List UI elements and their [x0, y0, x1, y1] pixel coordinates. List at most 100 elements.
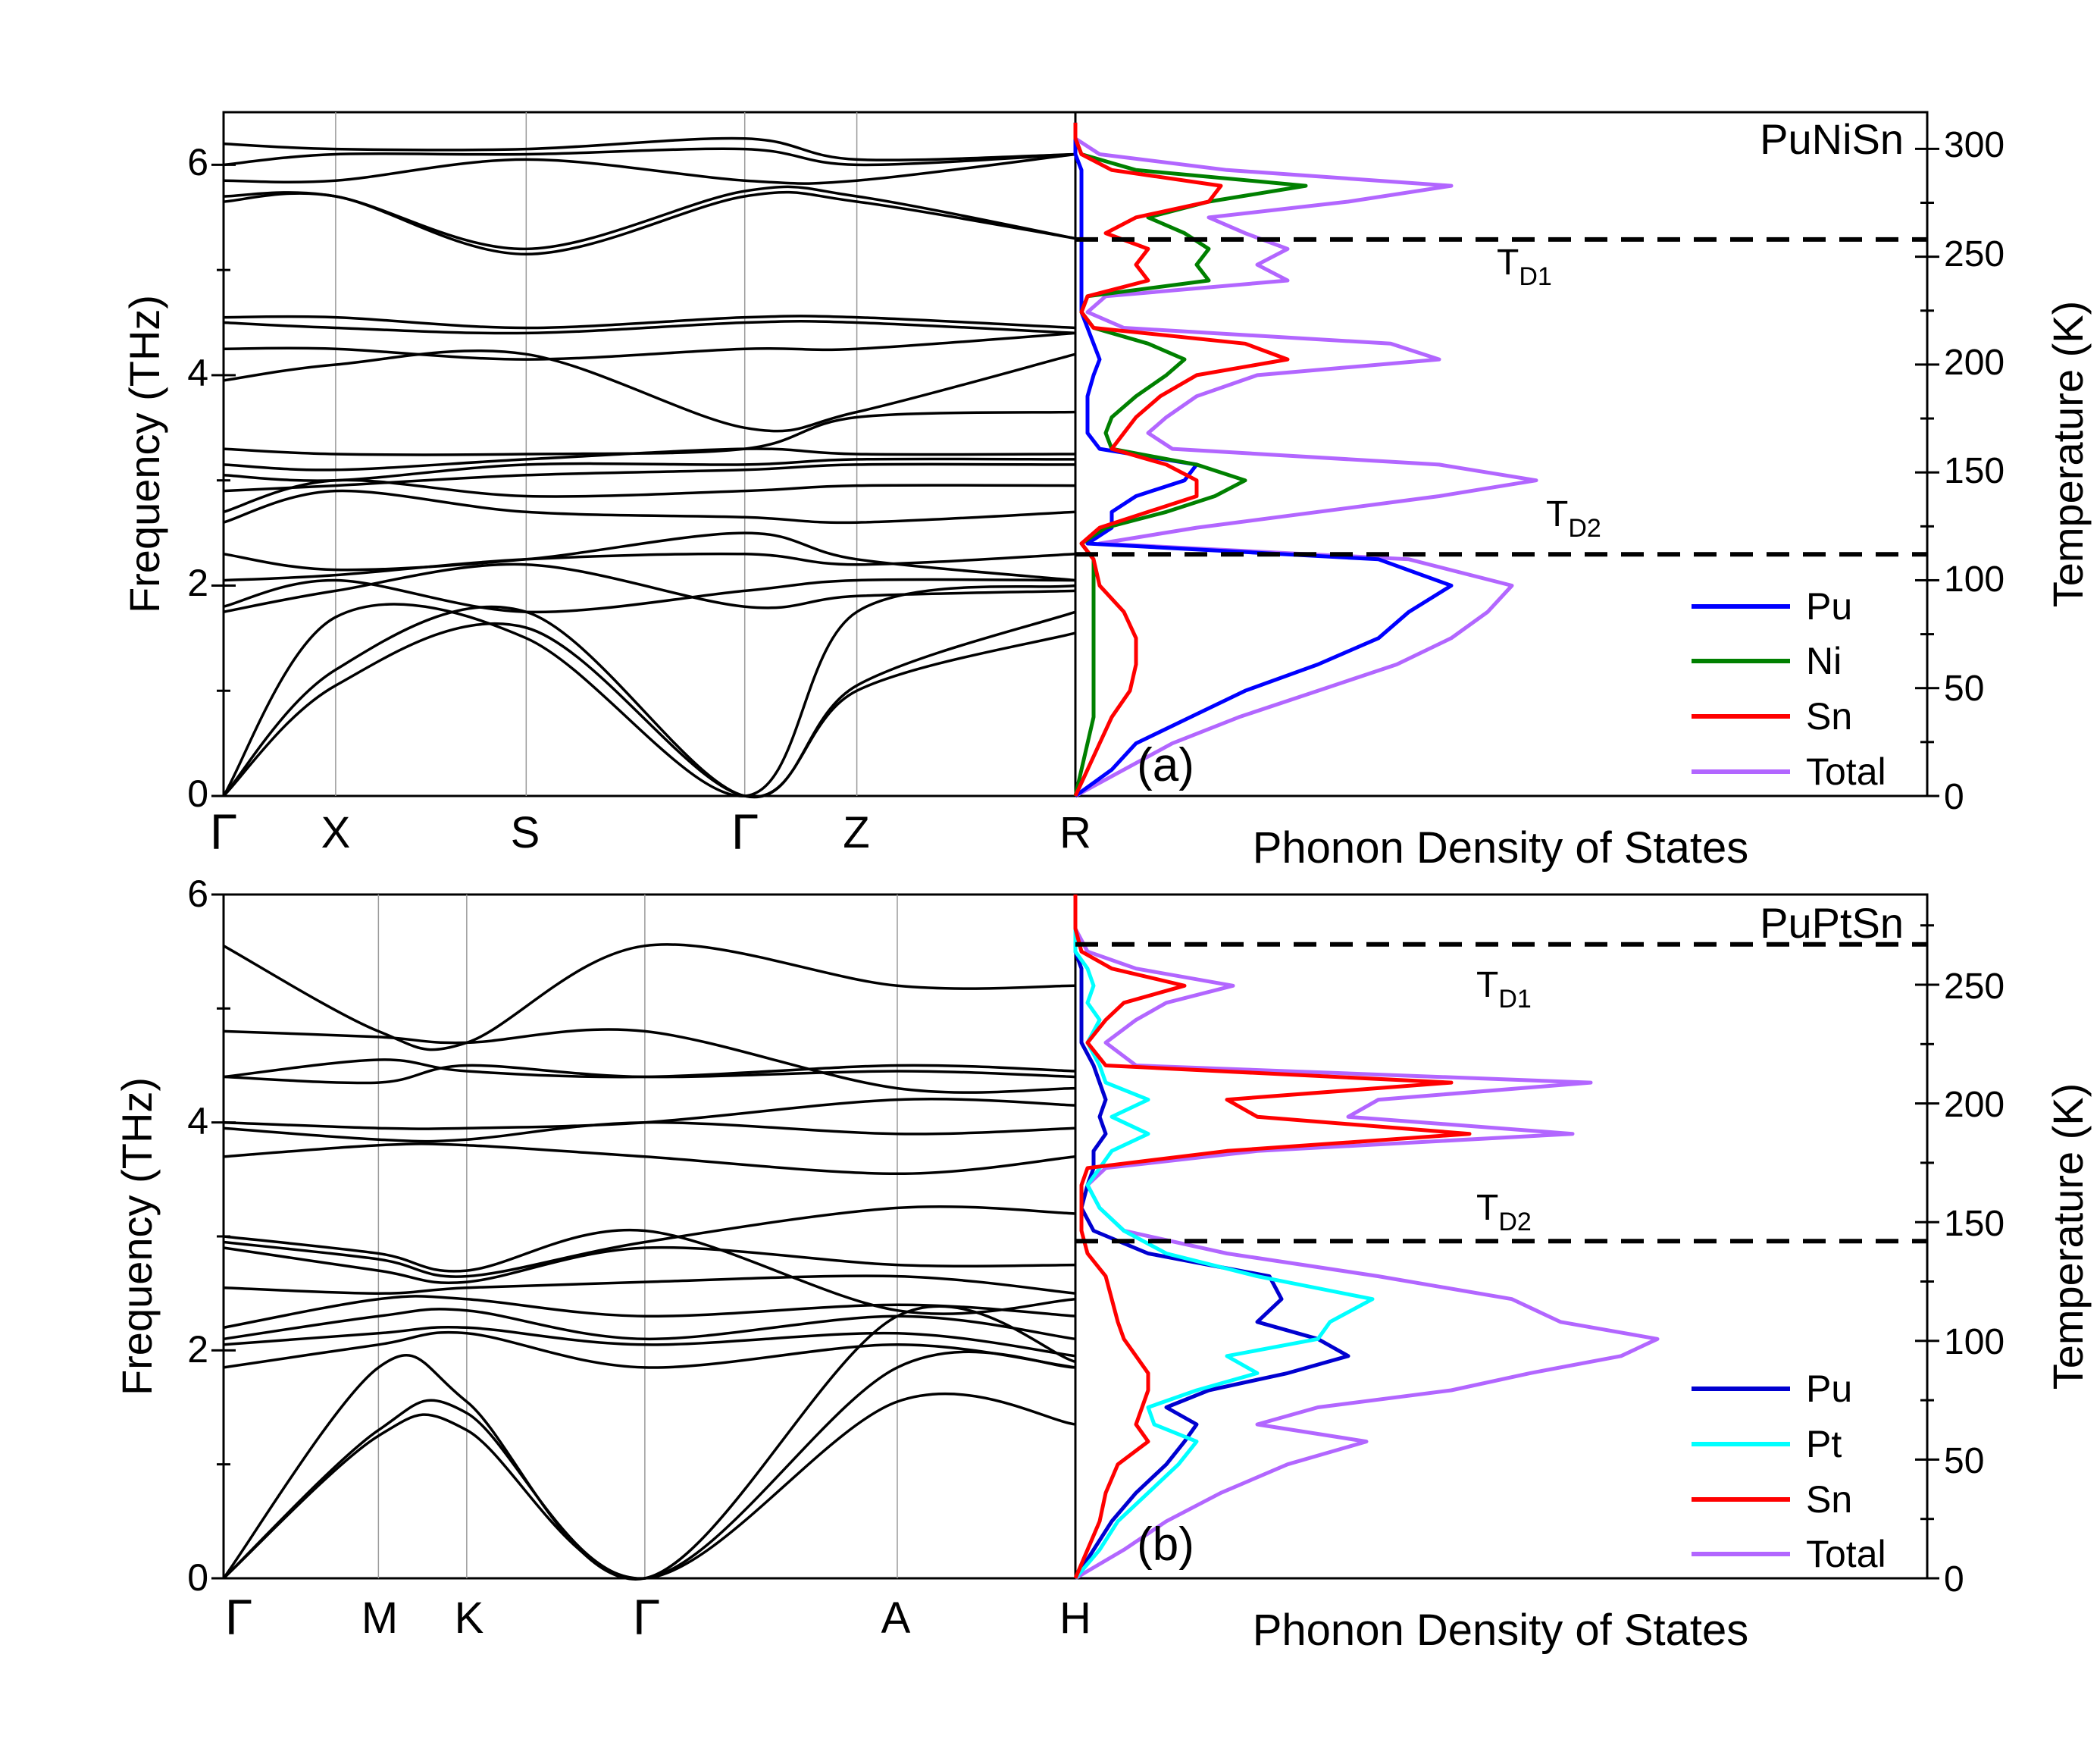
- b-td1-sub: D1: [1498, 985, 1531, 1014]
- a-panel-label: (a): [1137, 739, 1194, 791]
- a-axis-ticks: [211, 147, 1939, 797]
- panel-a: 0 2 4 6 Frequency (THz) Γ X S Γ Z R Phon…: [120, 111, 2092, 873]
- a-td1-sub: D1: [1519, 262, 1551, 291]
- band-frame-b: [222, 893, 1077, 1580]
- a-phonon-branch: [222, 605, 1076, 799]
- a-phonon-branch: [223, 410, 1076, 456]
- a-phonon-branch: [223, 190, 1076, 256]
- a-phonon-branch: [223, 562, 1076, 613]
- a-phonon-branch: [223, 489, 1076, 525]
- b-frequency-tick-labels: 0 2 4 6: [187, 873, 208, 1599]
- a-phonon-branch: [223, 349, 1076, 433]
- a-td2-label: TD2: [1546, 494, 1601, 543]
- a-temp-tick-label: 150: [1944, 451, 2005, 491]
- b-phonon-branch: [223, 1246, 1076, 1284]
- a-td1-label: TD1: [1497, 243, 1552, 291]
- a-temperature-label: Temperature (K): [2044, 301, 2092, 608]
- a-ytick-label: 6: [187, 141, 208, 183]
- a-td1-main: T: [1497, 243, 1519, 283]
- dos-frame-b: [1074, 893, 1929, 1580]
- b-axis-ticks: [211, 893, 1939, 1580]
- b-dos-curves: [1073, 895, 1660, 1581]
- dos-frame-a: [1074, 111, 1929, 797]
- b-phonon-branches: [222, 943, 1076, 1581]
- b-phonon-branch: [223, 1330, 1076, 1369]
- b-legend-label-pu: Pu: [1806, 1368, 1852, 1410]
- a-debye-lines: [1075, 237, 1927, 557]
- b-legend-label-pt: Pt: [1806, 1423, 1842, 1465]
- a-phonon-branch: [223, 457, 1076, 482]
- a-temp-tick-label: 0: [1944, 777, 1964, 817]
- a-temp-tick-label: 50: [1944, 669, 1984, 709]
- a-dos-total: [1073, 122, 1538, 798]
- b-ytick-label: 4: [187, 1100, 208, 1142]
- b-phonon-branch: [223, 1098, 1076, 1130]
- b-phonon-branch: [223, 1308, 1076, 1341]
- a-phonon-branch: [222, 584, 1076, 797]
- b-phonon-branch: [223, 1325, 1076, 1358]
- a-phonon-branch: [223, 331, 1076, 361]
- a-legend-label-sn: Sn: [1806, 695, 1852, 738]
- a-temp-tick-label: 200: [1944, 343, 2005, 383]
- b-phonon-branch: [222, 1392, 1076, 1580]
- a-ylabel: Frequency (THz): [120, 295, 168, 613]
- b-kpoint-label: Γ: [633, 1589, 660, 1645]
- a-phonon-branch: [223, 578, 1076, 614]
- a-dos-xlabel: Phonon Density of States: [1253, 823, 1749, 873]
- b-phonon-branch: [223, 1205, 1076, 1278]
- a-phonon-branch: [223, 185, 1076, 251]
- b-legend: Pu Pt Sn Total: [1692, 1368, 1886, 1575]
- a-temperature-tick-labels: 0 50 100 150 200 250 300: [1944, 125, 2005, 817]
- b-dos-total: [1073, 895, 1660, 1581]
- b-debye-lines: [1075, 942, 1927, 1244]
- b-phonon-branch: [223, 1295, 1076, 1330]
- b-temperature-tick-labels: 0 50 100 150 200 250: [1944, 967, 2005, 1600]
- a-dos-ni: [1073, 122, 1308, 797]
- b-kpoint-label: A: [881, 1593, 911, 1643]
- a-phonon-branches: [222, 136, 1076, 799]
- a-legend-label-pu: Pu: [1806, 585, 1852, 628]
- a-kpoint-label: X: [321, 808, 351, 857]
- a-kpoint-label: S: [511, 808, 540, 857]
- a-legend-label-total: Total: [1806, 750, 1886, 793]
- a-ytick-label: 4: [187, 352, 208, 394]
- a-dos-curves: [1073, 122, 1538, 798]
- b-ytick-label: 6: [187, 873, 208, 915]
- b-phonon-branch: [223, 1274, 1076, 1295]
- b-phonon-branch: [223, 1064, 1076, 1085]
- b-kpoint-label: Γ: [225, 1589, 252, 1645]
- a-legend: Pu Ni Sn Total: [1692, 585, 1886, 793]
- a-phonon-branch: [223, 136, 1076, 161]
- b-kpoint-label: K: [455, 1593, 484, 1643]
- b-panel-label: (b): [1137, 1518, 1194, 1571]
- a-temp-tick-label: 250: [1944, 234, 2005, 274]
- b-legend-label-sn: Sn: [1806, 1478, 1852, 1521]
- b-temp-tick-label: 250: [1944, 967, 2005, 1007]
- b-phonon-branch: [223, 1142, 1076, 1176]
- b-td1-main: T: [1476, 965, 1498, 1005]
- b-phonon-branch: [223, 1228, 1076, 1315]
- a-dos-sn: [1073, 122, 1290, 797]
- b-td1-label: TD1: [1476, 965, 1532, 1014]
- b-ytick-label: 0: [187, 1556, 208, 1599]
- b-dos-xlabel: Phonon Density of States: [1253, 1606, 1749, 1655]
- a-phonon-branch: [223, 320, 1076, 335]
- b-temp-tick-label: 50: [1944, 1441, 1984, 1481]
- b-temp-tick-label: 100: [1944, 1322, 2005, 1362]
- a-kpoint-label: Γ: [210, 804, 237, 860]
- a-kpoint-label: Z: [843, 808, 869, 857]
- a-phonon-branch: [222, 622, 1076, 798]
- b-td2-main: T: [1476, 1188, 1498, 1228]
- b-phonon-branch: [223, 943, 1076, 1051]
- b-dos-sn: [1073, 895, 1472, 1579]
- b-phonon-branch: [223, 1028, 1076, 1094]
- b-kpoint-label: M: [361, 1593, 398, 1643]
- b-legend-label-total: Total: [1806, 1533, 1886, 1575]
- a-compound-name: PuNiSn: [1760, 115, 1904, 163]
- panel-b: 0 2 4 6 Frequency (THz) Γ M K Γ A H Phon…: [113, 873, 2092, 1655]
- b-temp-tick-label: 0: [1944, 1559, 1964, 1600]
- b-phonon-branch: [223, 1058, 1076, 1079]
- b-kpoint-label: H: [1059, 1593, 1091, 1643]
- a-kpoint-label: R: [1059, 808, 1091, 857]
